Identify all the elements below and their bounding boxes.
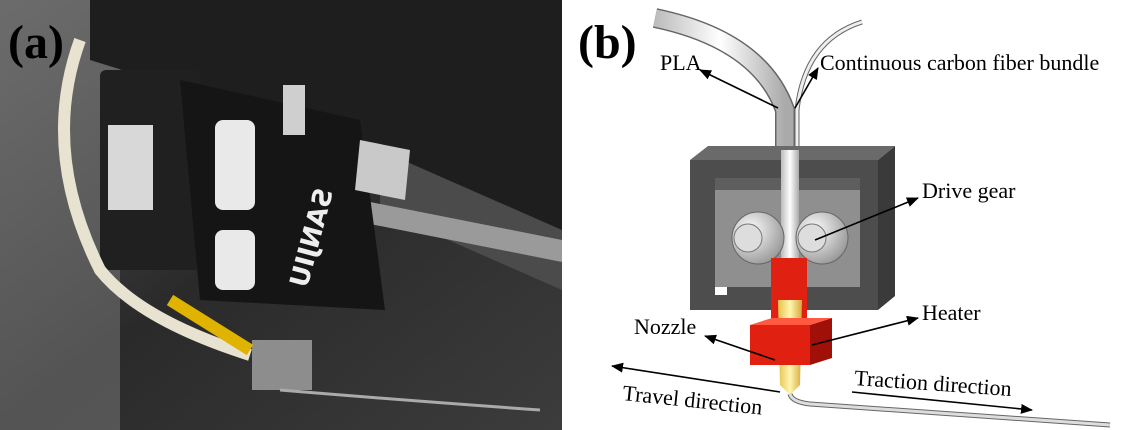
- diagram: [655, 18, 1110, 425]
- label-pla: PLA: [660, 50, 702, 75]
- panel-label: (a): [8, 16, 64, 69]
- figure: SANJIU (a) (b) PLA Continuous car: [0, 0, 1136, 430]
- label-heater: Heater: [922, 300, 981, 325]
- photo: SANJIU: [0, 0, 562, 430]
- label-fiber: Continuous carbon fiber bundle: [820, 50, 1099, 75]
- label-traction: Traction direction: [854, 365, 1013, 401]
- label-gear: Drive gear: [922, 178, 1016, 203]
- label-nozzle: Nozzle: [634, 314, 696, 339]
- panel-label: (b): [578, 16, 637, 69]
